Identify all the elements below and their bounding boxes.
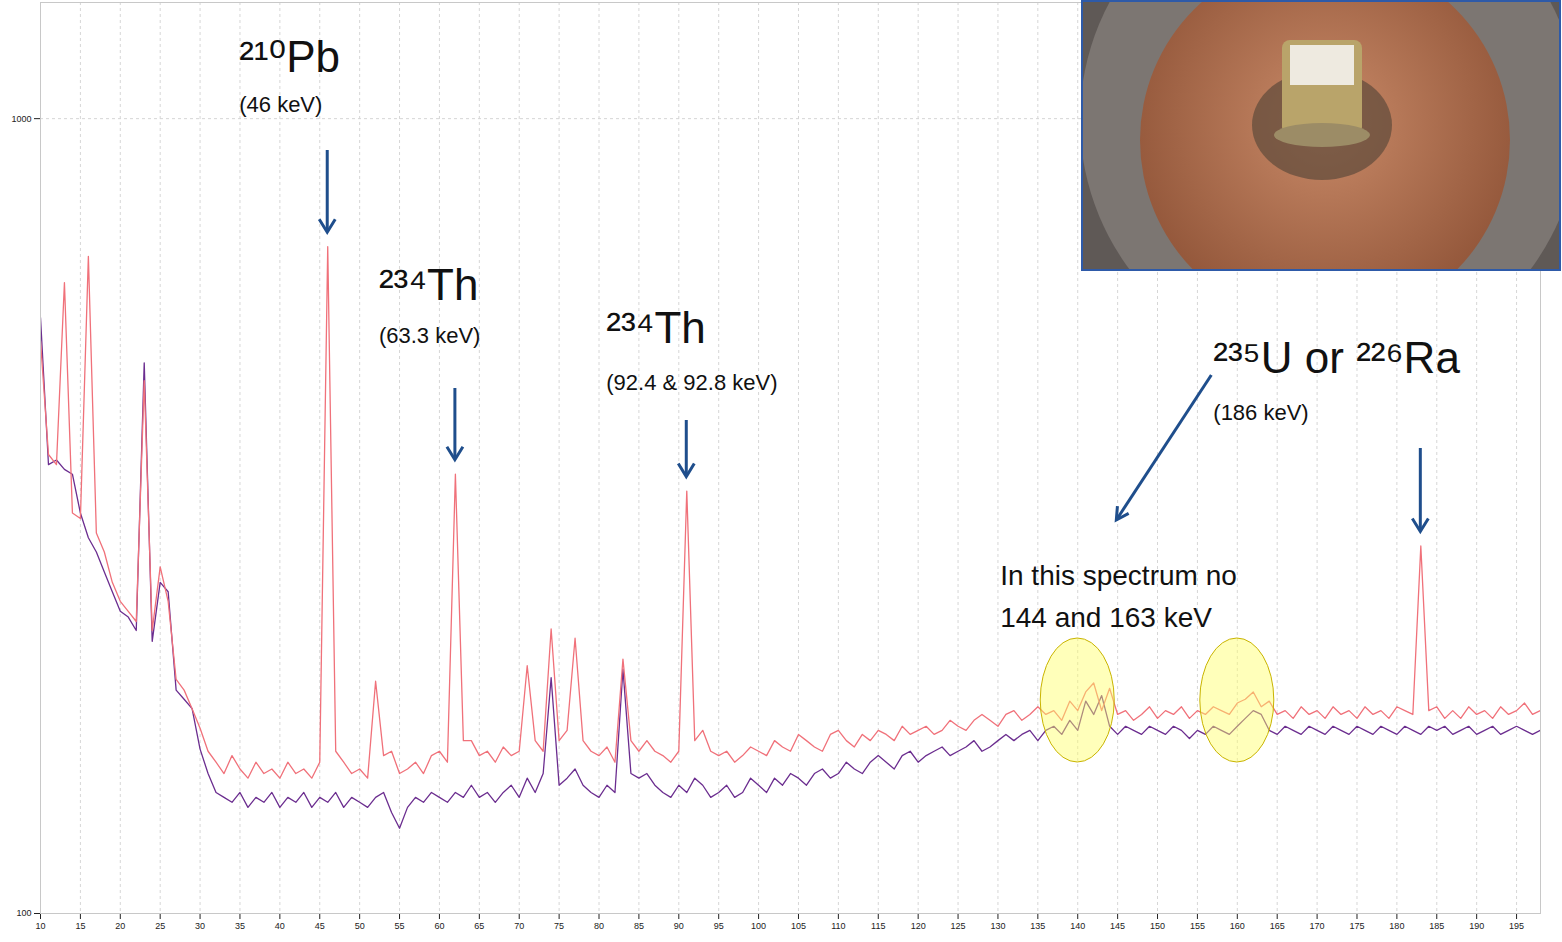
svg-text:180: 180 [1389, 921, 1404, 931]
svg-text:25: 25 [155, 921, 165, 931]
svg-text:175: 175 [1349, 921, 1364, 931]
svg-text:65: 65 [474, 921, 484, 931]
svg-text:165: 165 [1270, 921, 1285, 931]
svg-text:135: 135 [1030, 921, 1045, 931]
svg-text:120: 120 [911, 921, 926, 931]
svg-text:30: 30 [195, 921, 205, 931]
svg-text:50: 50 [355, 921, 365, 931]
svg-text:144 and 163 keV: 144 and 163 keV [1000, 602, 1212, 633]
svg-text:55: 55 [395, 921, 405, 931]
svg-text:In this spectrum no: In this spectrum no [1000, 560, 1237, 591]
svg-text:160: 160 [1230, 921, 1245, 931]
svg-text:15: 15 [75, 921, 85, 931]
svg-text:130: 130 [990, 921, 1005, 931]
svg-text:80: 80 [594, 921, 604, 931]
svg-text:1000: 1000 [11, 114, 31, 124]
svg-text:100: 100 [751, 921, 766, 931]
svg-text:100: 100 [16, 908, 31, 918]
svg-text:170: 170 [1310, 921, 1325, 931]
svg-text:35: 35 [235, 921, 245, 931]
svg-text:40: 40 [275, 921, 285, 931]
svg-text:85: 85 [634, 921, 644, 931]
svg-text:70: 70 [514, 921, 524, 931]
svg-text:105: 105 [791, 921, 806, 931]
svg-text:10: 10 [35, 921, 45, 931]
svg-text:185: 185 [1429, 921, 1444, 931]
svg-text:²¹⁰Pb: ²¹⁰Pb [239, 32, 340, 81]
svg-text:(46 keV): (46 keV) [239, 92, 322, 117]
svg-text:²³⁴Th: ²³⁴Th [606, 303, 706, 352]
svg-text:115: 115 [871, 921, 885, 931]
svg-text:195: 195 [1509, 921, 1524, 931]
svg-text:²³⁵U or ²²⁶Ra: ²³⁵U or ²²⁶Ra [1213, 333, 1460, 382]
svg-text:60: 60 [434, 921, 444, 931]
svg-text:140: 140 [1070, 921, 1085, 931]
svg-text:(63.3 keV): (63.3 keV) [379, 323, 481, 348]
svg-text:75: 75 [554, 921, 564, 931]
svg-text:(92.4 & 92.8 keV): (92.4 & 92.8 keV) [606, 370, 777, 395]
svg-text:145: 145 [1110, 921, 1125, 931]
svg-text:95: 95 [714, 921, 724, 931]
svg-text:150: 150 [1150, 921, 1165, 931]
svg-text:20: 20 [115, 921, 125, 931]
svg-text:90: 90 [674, 921, 684, 931]
svg-text:(186 keV): (186 keV) [1213, 400, 1308, 425]
svg-text:155: 155 [1190, 921, 1205, 931]
svg-text:²³⁴Th: ²³⁴Th [379, 260, 479, 309]
svg-text:190: 190 [1469, 921, 1484, 931]
svg-text:110: 110 [831, 921, 845, 931]
svg-text:125: 125 [951, 921, 966, 931]
svg-text:45: 45 [315, 921, 325, 931]
